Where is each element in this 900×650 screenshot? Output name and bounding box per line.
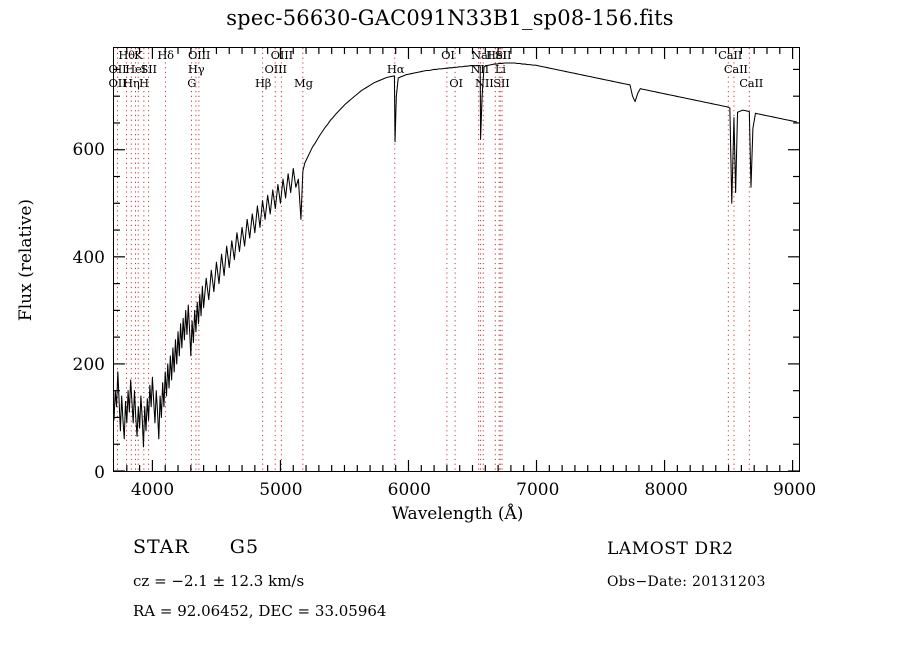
spectral-line-label: Li (494, 62, 506, 76)
line-marker-gridlines (116, 48, 750, 471)
spectral-line-label: SII (495, 48, 512, 62)
spectral-line-label: HeI (125, 62, 146, 76)
spectral-line-label: Hβ (254, 76, 272, 90)
spectrum-plot-area: 0 200 400 600 4000 5000 6000 7000 8000 9000 Hθ K H… (16, 47, 816, 524)
spectral-line-label: Mg (294, 76, 313, 90)
x-axis-title: Wavelength (Å) (391, 504, 524, 524)
spectral-line-label: OI (449, 76, 463, 90)
spectral-line-label: OIII (187, 48, 211, 62)
spectral-line-label: CaII (739, 76, 764, 90)
y-tick-label: 400 (72, 247, 105, 268)
spectral-line-label: OI (441, 48, 455, 62)
y-axis-title: Flux (relative) (16, 198, 36, 321)
x-tick-label: 8000 (644, 480, 688, 500)
x-axis-ticks (126, 48, 794, 471)
spectral-line-label: OII (108, 62, 127, 76)
spectrum-trace (114, 62, 797, 448)
plot-canvas (114, 48, 799, 471)
observation-date: Obs−Date: 20131203 (607, 574, 766, 590)
spectral-line-label: OII (108, 76, 127, 90)
spectral-line-label: Hη (123, 76, 140, 90)
spectral-line-label: NII (475, 76, 494, 90)
object-type-and-class: STAR G5 (133, 536, 259, 558)
spectral-line-label: Hα (386, 62, 405, 76)
spectral-line-label: Hγ (187, 62, 205, 76)
y-tick-label: 600 (72, 140, 105, 161)
spectral-line-label: OIII (270, 48, 293, 62)
spectrum-svg (114, 48, 799, 471)
spectral-line-label: CaII (723, 62, 748, 76)
y-tick-label: 0 (94, 463, 105, 483)
spectral-line-label: NII (470, 62, 489, 76)
x-tick-label: 6000 (387, 480, 431, 500)
coordinates: RA = 92.06452, DEC = 33.05964 (133, 602, 387, 620)
spectral-line-label: HeI (486, 48, 507, 62)
spectral-line-label: Hθ (118, 48, 135, 62)
x-tick-label: 7000 (516, 480, 560, 500)
spectral-line-label: SII (493, 76, 510, 90)
y-axis-ticks (114, 68, 799, 471)
x-tick-label: 4000 (130, 480, 175, 500)
x-tick-label: 9000 (772, 480, 817, 500)
page-title: spec-56630-GAC091N33B1_sp08-156.fits (226, 6, 674, 30)
spectral-line-label: SII (140, 62, 158, 76)
redshift-velocity: cz = −2.1 ± 12.3 km/s (133, 572, 305, 590)
spectral-class: G5 (229, 536, 260, 558)
spectral-line-label: OIII (264, 62, 287, 76)
y-tick-label: 200 (72, 355, 105, 376)
x-tick-label: 5000 (259, 480, 303, 500)
spectral-line-label: Hδ (157, 48, 174, 62)
spectral-line-label: CaII (718, 48, 743, 62)
spectral-line-label: NaI (471, 48, 493, 62)
survey-name: LAMOST DR2 (607, 539, 734, 559)
object-type: STAR (133, 536, 190, 558)
spectral-line-label: G (187, 76, 197, 90)
spectral-line-label: K (134, 48, 143, 62)
spectral-line-label: H (138, 76, 149, 90)
